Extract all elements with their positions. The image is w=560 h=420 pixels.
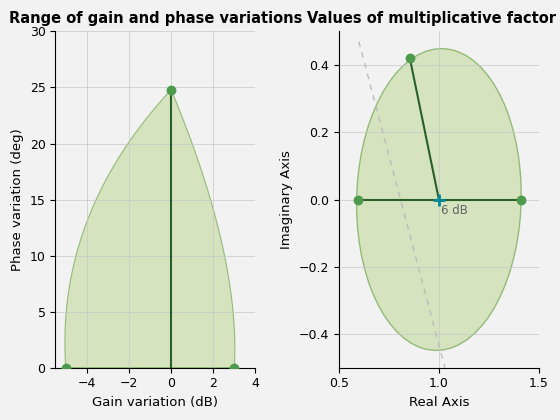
Polygon shape [65,90,235,368]
Title: Values of multiplicative factor F: Values of multiplicative factor F [307,11,560,26]
X-axis label: Real Axis: Real Axis [409,396,469,409]
Y-axis label: Phase variation (deg): Phase variation (deg) [11,128,24,271]
Point [405,55,414,62]
X-axis label: Gain variation (dB): Gain variation (dB) [92,396,218,409]
Y-axis label: Imaginary Axis: Imaginary Axis [280,150,293,249]
Text: 6 dB: 6 dB [441,204,468,217]
Point [230,364,239,371]
Title: Range of gain and phase variations: Range of gain and phase variations [8,11,302,26]
Point [167,87,176,93]
Point [353,196,362,203]
Ellipse shape [357,49,521,350]
Point [516,196,525,203]
Point [61,364,70,371]
